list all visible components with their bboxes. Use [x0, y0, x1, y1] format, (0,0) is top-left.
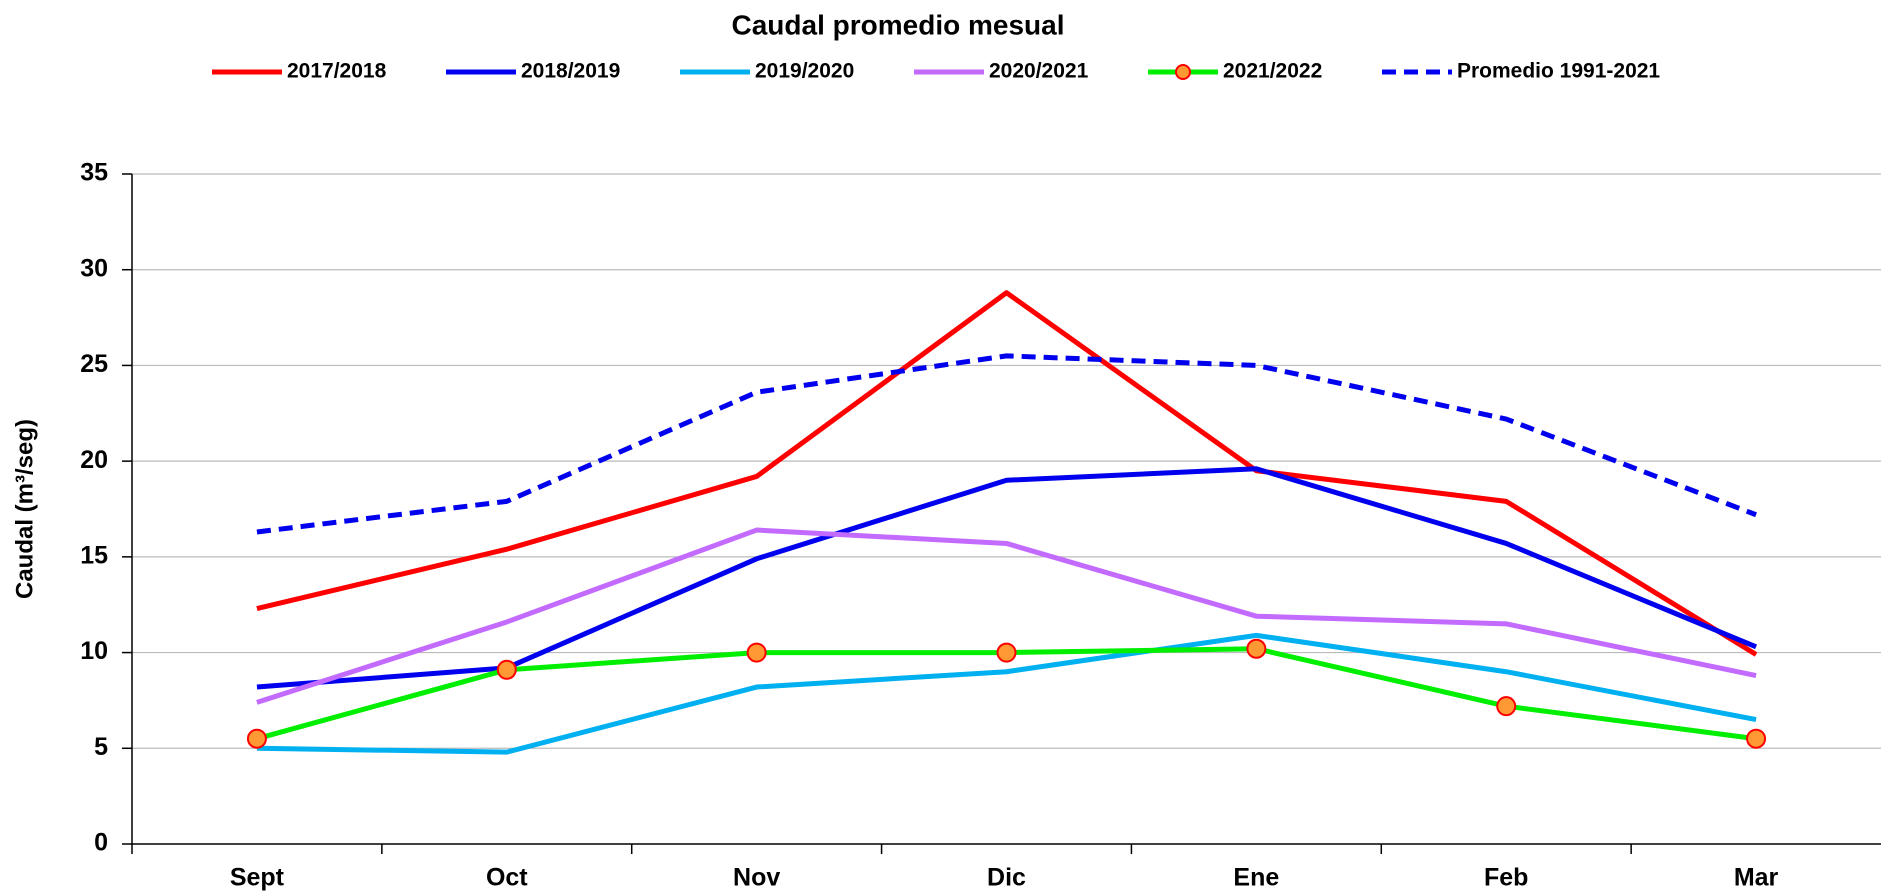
series-marker	[496, 659, 517, 680]
series-marker	[246, 728, 267, 749]
y-tick-label: 30	[80, 254, 108, 282]
legend-label: 2017/2018	[287, 60, 387, 83]
legend-label: Promedio 1991-2021	[1457, 60, 1660, 83]
y-tick-label: 5	[94, 733, 108, 761]
x-tick-label: Nov	[733, 864, 780, 892]
x-tick-label: Dic	[987, 864, 1026, 892]
legend-marker	[1175, 64, 1191, 80]
series-line	[256, 527, 1757, 705]
y-tick-label: 15	[80, 541, 108, 569]
y-tick-label: 10	[80, 637, 108, 665]
y-tick-label: 25	[80, 350, 108, 378]
y-tick-label: 0	[94, 829, 108, 857]
legend-label: 2021/2022	[1223, 60, 1322, 83]
series-marker	[746, 642, 767, 663]
series-line	[256, 290, 1758, 657]
x-tick-label: Feb	[1484, 864, 1528, 892]
series-line	[256, 632, 1757, 755]
y-tick-label: 20	[80, 446, 108, 474]
x-tick-label: Ene	[1233, 864, 1279, 892]
y-axis-label: Caudal (m³/seg)	[11, 419, 38, 599]
series-marker	[1746, 728, 1767, 749]
series-line	[256, 353, 1757, 535]
x-tick-label: Sept	[230, 864, 285, 892]
x-tick-label: Oct	[486, 864, 528, 892]
y-tick-label: 35	[80, 159, 108, 187]
series-marker	[1496, 696, 1517, 717]
legend-label: 2018/2019	[521, 60, 620, 83]
legend-label: 2019/2020	[755, 60, 854, 83]
chart-title: Caudal promedio mesual	[732, 9, 1065, 40]
x-tick-label: Mar	[1734, 864, 1779, 892]
legend-label: 2020/2021	[989, 60, 1089, 83]
series-marker	[1246, 638, 1267, 659]
series-marker	[996, 642, 1017, 663]
